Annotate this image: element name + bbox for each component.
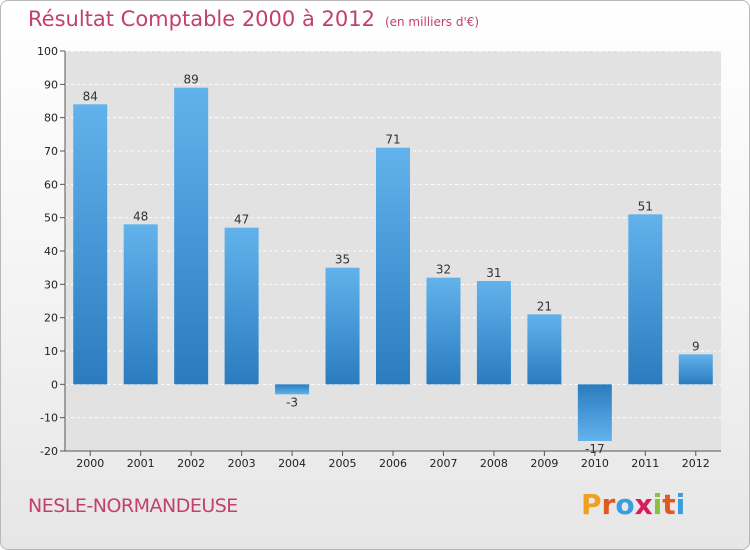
logo-letter: x — [634, 488, 653, 521]
logo-letter: i — [652, 488, 663, 521]
title-main: Résultat Comptable 2000 à 2012 — [28, 7, 375, 31]
bar — [123, 224, 158, 385]
logo-letter: r — [601, 488, 616, 521]
y-tick-label: -20 — [40, 445, 58, 458]
bar — [325, 267, 360, 385]
logo-letter: P — [581, 488, 602, 521]
commune-name: NESLE-NORMANDEUSE — [28, 495, 238, 517]
x-tick-label: 2004 — [278, 457, 306, 470]
title-unit: (en milliers d'€) — [384, 15, 480, 29]
y-tick-label: 60 — [44, 178, 58, 191]
data-label: 71 — [385, 133, 400, 147]
bar — [275, 384, 310, 395]
y-tick-label: 80 — [44, 112, 58, 125]
x-tick-label: 2003 — [228, 457, 256, 470]
y-tick-label: 90 — [44, 78, 58, 91]
x-tick-label: 2005 — [329, 457, 357, 470]
bar — [527, 314, 562, 385]
data-label: -3 — [286, 395, 298, 409]
proxiti-logo: Proxiti — [581, 488, 685, 521]
x-tick-label: 2009 — [530, 457, 558, 470]
logo-letter: t — [662, 488, 676, 521]
bar — [628, 214, 663, 385]
bar — [174, 87, 209, 385]
x-tick-label: 2007 — [429, 457, 457, 470]
y-tick-label: 40 — [44, 245, 58, 258]
x-tick-label: 2011 — [631, 457, 659, 470]
data-label: 35 — [335, 253, 350, 267]
chart-title: Résultat Comptable 2000 à 2012 (en millie… — [28, 7, 479, 31]
bar — [224, 227, 259, 385]
data-label: 48 — [133, 209, 148, 223]
bar — [476, 281, 511, 385]
y-tick-label: -10 — [40, 412, 58, 425]
x-tick-label: 2010 — [581, 457, 609, 470]
data-label: 51 — [638, 199, 653, 213]
x-tick-label: 2002 — [177, 457, 205, 470]
y-tick-label: 70 — [44, 145, 58, 158]
data-label: 9 — [692, 339, 700, 353]
x-tick-label: 2012 — [682, 457, 710, 470]
bar — [678, 354, 713, 385]
data-label: 21 — [537, 299, 552, 313]
data-label: 47 — [234, 213, 249, 227]
x-tick-label: 2001 — [127, 457, 155, 470]
bar — [73, 104, 108, 385]
y-tick-label: 100 — [37, 45, 58, 58]
data-label: 89 — [184, 73, 199, 87]
logo-letter: o — [615, 488, 635, 521]
x-tick-label: 2006 — [379, 457, 407, 470]
y-tick-label: 50 — [44, 212, 58, 225]
y-tick-label: 10 — [44, 345, 58, 358]
bar — [376, 147, 410, 385]
data-label: 84 — [83, 89, 98, 103]
bar — [577, 384, 612, 441]
data-label: 32 — [436, 263, 451, 277]
data-label: 31 — [486, 266, 501, 280]
y-tick-label: 30 — [44, 278, 58, 291]
y-tick-label: 0 — [51, 378, 58, 391]
y-tick-label: 20 — [44, 312, 58, 325]
x-tick-label: 2000 — [76, 457, 104, 470]
x-tick-label: 2008 — [480, 457, 508, 470]
logo-letter: i — [675, 488, 686, 521]
bar — [426, 277, 461, 385]
data-label: -17 — [585, 442, 605, 456]
